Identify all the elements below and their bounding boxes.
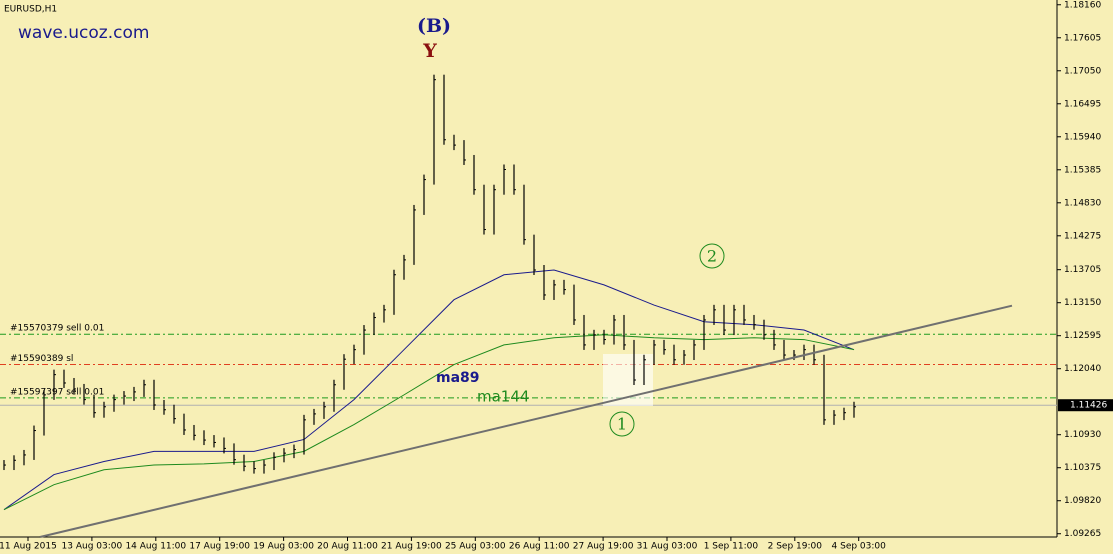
highlight: [603, 354, 653, 406]
y-tick-label: 1.16495: [1064, 99, 1101, 109]
y-tick-label: 1.15385: [1064, 165, 1101, 175]
trendline: [39, 304, 1013, 538]
x-tick-label: 26 Aug 11:00: [509, 542, 570, 552]
wave-label: (B): [417, 15, 451, 37]
wave-circle: [609, 411, 635, 437]
y-tick-label: 1.12595: [1064, 331, 1101, 341]
chart-title: EURUSD,H1: [4, 5, 57, 15]
ma-label: ma144: [477, 388, 529, 406]
wave-label: Y: [422, 40, 437, 62]
x-tick-label: 17 Aug 19:00: [189, 542, 250, 552]
y-tick-label: 1.18160: [1064, 0, 1101, 10]
x-tick-label: 25 Aug 03:00: [445, 542, 506, 552]
y-tick-label: 1.09265: [1064, 529, 1101, 539]
x-tick-label: 31 Aug 03:00: [637, 542, 698, 552]
y-tick-label: 1.13705: [1064, 265, 1101, 275]
y-tick-label: 1.12040: [1064, 364, 1101, 374]
x-tick-label: 13 Aug 03:00: [62, 542, 123, 552]
moving-average: [3, 269, 855, 511]
wave-circle: [699, 243, 725, 269]
y-tick-label: 1.14275: [1064, 231, 1101, 241]
x-tick-label: 4 Sep 03:00: [832, 542, 887, 552]
x-tick-label: 21 Aug 19:00: [381, 542, 442, 552]
current-price-label: 1.11426: [1070, 401, 1107, 411]
y-tick-label: 1.10930: [1064, 430, 1101, 440]
ma-label: ma89: [436, 370, 480, 386]
x-tick-label: 20 Aug 11:00: [317, 542, 378, 552]
wave-label: 1: [617, 415, 627, 434]
y-tick-label: 1.09820: [1064, 496, 1101, 506]
order-label: #15597397 sell 0.01: [10, 387, 104, 397]
x-tick-label: 14 Aug 11:00: [125, 542, 186, 552]
x-tick-label: 1 Sep 11:00: [704, 542, 759, 552]
y-tick-label: 1.15940: [1064, 132, 1101, 142]
y-tick-label: 1.14830: [1064, 198, 1101, 208]
x-tick-label: 2 Sep 19:00: [768, 542, 823, 552]
moving-average: [3, 334, 855, 511]
y-tick-label: 1.10375: [1064, 463, 1101, 473]
x-tick-label: 11 Aug 2015: [0, 542, 57, 552]
x-tick-label: 27 Aug 19:00: [573, 542, 634, 552]
x-tick-label: 19 Aug 03:00: [253, 542, 314, 552]
watermark: wave.ucoz.com: [18, 23, 149, 43]
order-label: #15570379 sell 0.01: [10, 324, 104, 334]
y-tick-label: 1.13150: [1064, 298, 1101, 308]
order-label: #15590389 sl: [10, 354, 73, 364]
y-tick-label: 1.17605: [1064, 33, 1101, 43]
y-tick-label: 1.17050: [1064, 66, 1101, 76]
current-price-box: [1058, 399, 1113, 412]
wave-label: 2: [707, 247, 717, 266]
